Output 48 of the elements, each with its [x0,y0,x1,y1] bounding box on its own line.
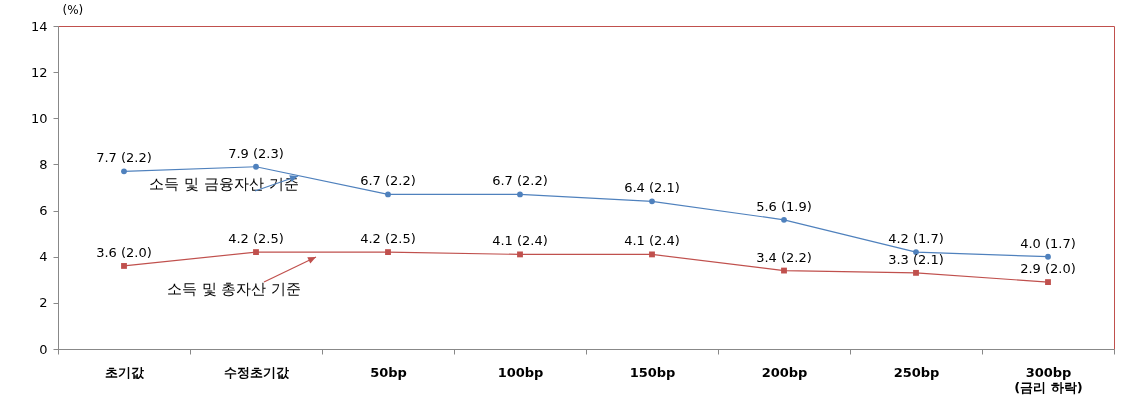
legend-label: 소득 및 총자산 기준 [166,279,302,298]
data-label: 3.3 (2.1) [888,251,944,267]
data-label: 4.2 (2.5) [228,231,284,247]
x-tick-label: 150bp [629,364,676,380]
x-tick-label: 300bp (금리 하락) [1014,364,1083,395]
point [121,168,127,175]
x-tick-label: 50bp [370,364,407,380]
data-label: 6.7 (2.2) [492,173,548,189]
x-tick-label: 초기값 [105,364,145,380]
point [121,263,127,269]
x-tick-label: 250bp [893,364,940,380]
data-label: 4.2 (1.7) [888,231,944,247]
data-label: 6.7 (2.2) [360,173,416,189]
y-tick-label: 6 [39,203,48,219]
point [1045,253,1051,260]
point [1045,279,1051,286]
data-label: 2.9 (2.0) [1020,261,1076,277]
data-label: 6.4 (2.1) [624,180,680,196]
data-label: 4.1 (2.4) [492,233,548,249]
data-label: 5.6 (1.9) [756,198,812,214]
point [517,191,523,198]
point [913,269,919,276]
y-tick-label: 4 [39,249,48,265]
data-label: 4.1 (2.4) [624,233,680,249]
data-label: 3.4 (2.2) [756,249,812,265]
point [649,198,655,205]
point [253,163,259,170]
point [385,249,391,256]
y-tick-label: 10 [30,110,48,126]
x-tick-label: 100bp [497,364,544,380]
y-tick-label: 14 [30,18,48,34]
x-tick-label: 200bp [761,364,808,380]
point [385,191,391,198]
point [517,251,523,258]
data-label: 7.9 (2.3) [228,145,284,161]
x-tick-label: 수정초기값 [224,364,290,380]
y-tick-label: 2 [39,295,48,311]
data-label: 4.0 (1.7) [1020,235,1076,251]
data-label: 4.2 (2.5) [360,231,416,247]
data-label: 3.6 (2.0) [96,244,152,260]
point [253,249,259,256]
point [781,216,787,223]
y-axis-title: (%) [62,2,84,17]
y-tick-label: 0 [39,341,48,357]
y-tick-label: 12 [30,64,48,80]
data-label: 7.7 (2.2) [96,150,152,166]
y-tick-label: 8 [39,156,48,172]
point [649,251,655,258]
